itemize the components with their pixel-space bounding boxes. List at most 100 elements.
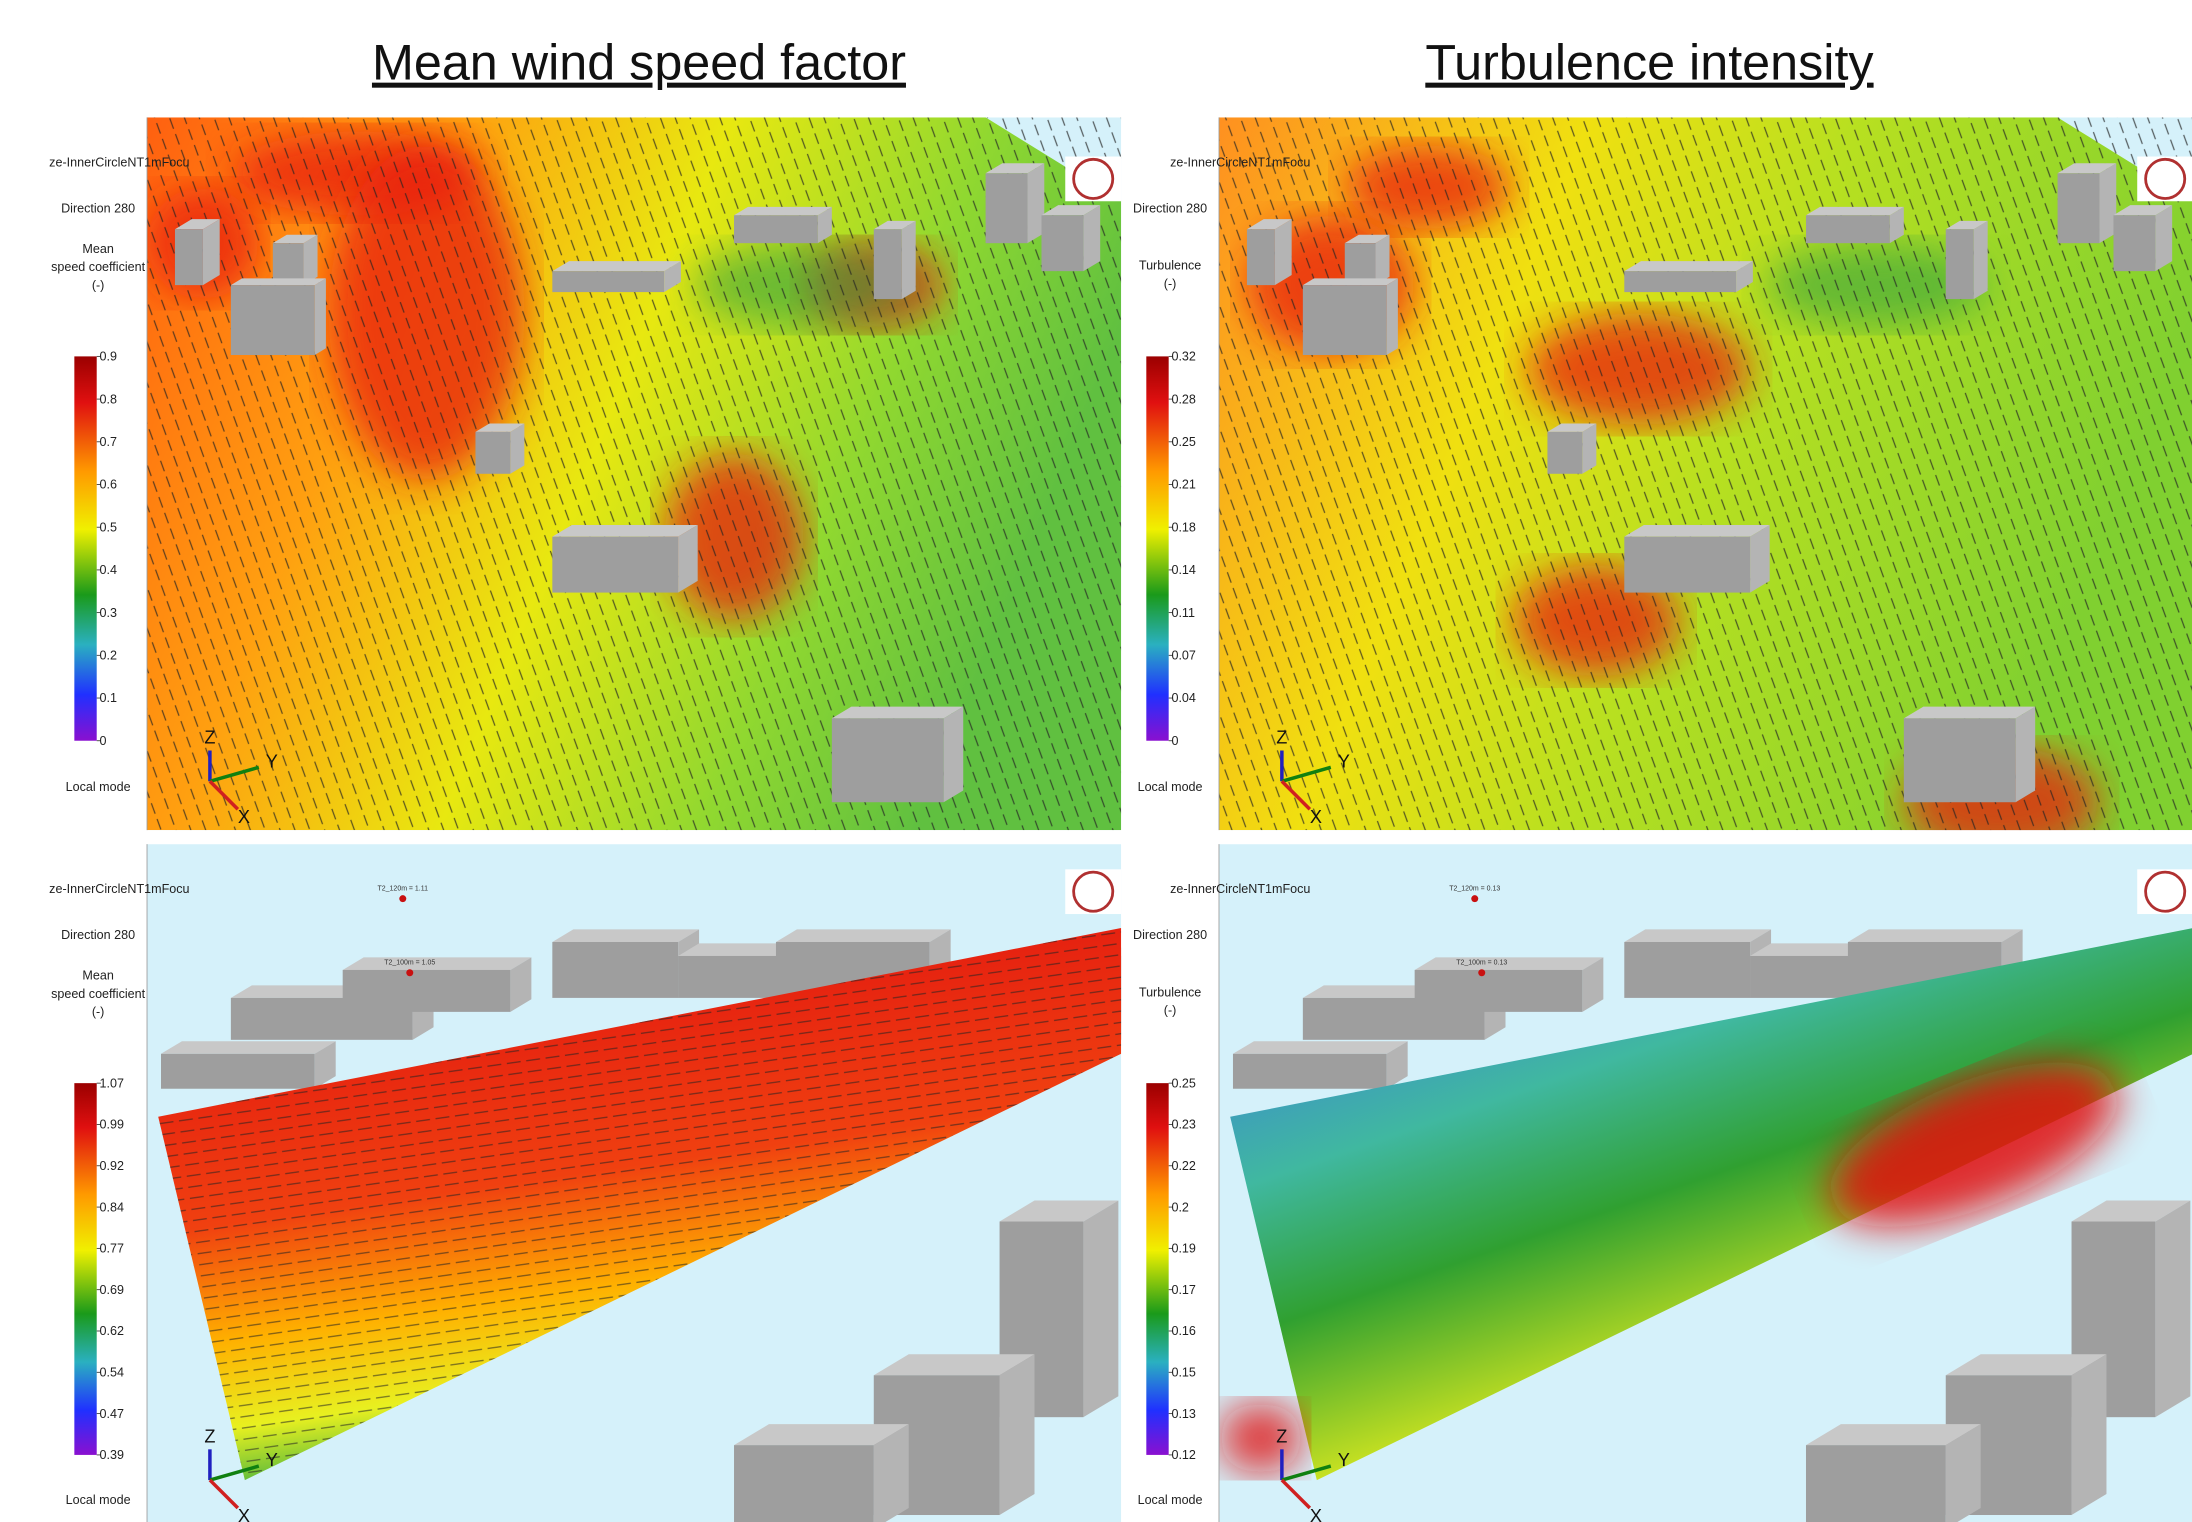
building xyxy=(734,207,832,215)
colorbar-label: 0.1 xyxy=(100,691,117,705)
axis-label: Y xyxy=(266,1450,278,1470)
direction: Direction 280 xyxy=(61,201,135,215)
probe-label: T2_120m = 1.11 xyxy=(378,885,429,892)
colorbar-label: 0.9 xyxy=(100,350,117,364)
axis-label: Z xyxy=(204,728,215,748)
building xyxy=(1083,1201,1118,1418)
colorbar-label: 1.07 xyxy=(100,1076,124,1090)
building xyxy=(1376,235,1390,285)
probe-point xyxy=(406,969,413,976)
title: Turbulence intensity xyxy=(1425,34,1874,91)
building xyxy=(1247,229,1275,285)
building xyxy=(1904,707,2035,719)
building xyxy=(1624,537,1750,593)
building xyxy=(1806,1445,1946,1522)
building xyxy=(1415,957,1604,970)
axis-label: Y xyxy=(1338,751,1350,771)
colorbar-label: 0.47 xyxy=(100,1407,124,1421)
building xyxy=(343,957,532,970)
building xyxy=(776,929,951,942)
building xyxy=(2058,173,2100,243)
title: Mean wind speed factor xyxy=(372,34,906,91)
legend-title: speed coefficient xyxy=(51,987,146,1001)
colorbar-label: 0.25 xyxy=(1171,1076,1195,1090)
vector-field xyxy=(1219,117,2192,830)
building xyxy=(552,271,664,292)
building xyxy=(1275,219,1292,285)
building xyxy=(944,707,964,803)
probe-point xyxy=(1471,895,1478,902)
colorbar-label: 0.19 xyxy=(1171,1242,1195,1256)
probe-point xyxy=(1478,969,1485,976)
view-mode: Local mode xyxy=(1138,780,1203,794)
legend-title: (-) xyxy=(92,1005,105,1019)
building xyxy=(2155,1201,2190,1418)
colorbar-label: 0.3 xyxy=(100,606,117,620)
colorbar-label: 0.04 xyxy=(1171,691,1195,705)
case-name: ze-InnerCircleNT1mFocu xyxy=(1170,882,1310,896)
building xyxy=(2016,707,2036,803)
direction: Direction 280 xyxy=(61,928,135,942)
building xyxy=(1974,221,1988,299)
building xyxy=(203,219,220,285)
vector-field xyxy=(147,117,1121,830)
colorbar-label: 0.15 xyxy=(1171,1365,1195,1379)
colorbar-label: 0.54 xyxy=(100,1365,124,1379)
building xyxy=(2072,1354,2107,1515)
case-name: ze-InnerCircleNT1mFocu xyxy=(1170,155,1310,169)
viewport xyxy=(1219,117,2192,858)
building xyxy=(1125,948,1139,1040)
viewport xyxy=(147,117,1121,830)
legend-title: (-) xyxy=(92,278,105,292)
colorbar-label: 0.39 xyxy=(100,1448,124,1462)
colorbar-label: 0.11 xyxy=(1171,606,1195,620)
colorbar-label: 0.07 xyxy=(1171,649,1195,663)
page: {"header": {"left_title": "Mean wind spe… xyxy=(0,0,2192,1522)
direction: Direction 280 xyxy=(1133,201,1207,215)
building xyxy=(161,1041,336,1054)
panel: T2_120m = 1.11T2_100m = 1.05ze-InnerCirc… xyxy=(49,844,1139,1522)
building xyxy=(1806,215,1890,243)
colorbar-label: 0.8 xyxy=(100,392,117,406)
colorbar xyxy=(74,1083,96,1455)
axis-label: Z xyxy=(204,1426,215,1446)
building xyxy=(343,970,511,1012)
colorbar-label: 0.28 xyxy=(1171,392,1195,406)
building xyxy=(552,942,678,998)
building xyxy=(231,278,326,285)
direction: Direction 280 xyxy=(1133,928,1207,942)
building xyxy=(2113,215,2155,271)
colorbar-label: 0.18 xyxy=(1171,520,1195,534)
colorbar-label: 0.92 xyxy=(100,1159,124,1173)
colorbar-label: 0.69 xyxy=(100,1283,124,1297)
axis-label: X xyxy=(1310,1506,1322,1522)
building xyxy=(304,235,318,285)
colorbar-label: 0 xyxy=(100,734,107,748)
building xyxy=(1624,942,1750,998)
building xyxy=(902,221,916,299)
building xyxy=(1547,432,1582,474)
legend-title: Turbulence xyxy=(1139,259,1201,273)
building xyxy=(832,718,944,802)
axis-label: X xyxy=(238,1506,250,1522)
colorbar-label: 0.84 xyxy=(100,1200,124,1214)
building xyxy=(1415,970,1583,1012)
colorbar-label: 0.23 xyxy=(1171,1118,1195,1132)
building xyxy=(1624,261,1753,271)
colorbar-label: 0.2 xyxy=(100,649,117,663)
building xyxy=(510,423,524,473)
building xyxy=(1624,525,1769,537)
axis-label: Y xyxy=(266,751,278,771)
probe-label: T2_100m = 1.05 xyxy=(384,959,435,966)
building xyxy=(1750,525,1770,593)
building xyxy=(874,229,902,299)
colorbar-label: 0.32 xyxy=(1171,350,1195,364)
legend-title: Mean xyxy=(82,242,113,256)
colorbar-label: 0.7 xyxy=(100,435,117,449)
building xyxy=(1624,929,1771,942)
building xyxy=(161,1054,315,1089)
colorbar-label: 0.21 xyxy=(1171,478,1195,492)
building xyxy=(1041,215,1083,271)
axis-label: X xyxy=(1310,807,1322,827)
legend-title: (-) xyxy=(1164,277,1177,291)
